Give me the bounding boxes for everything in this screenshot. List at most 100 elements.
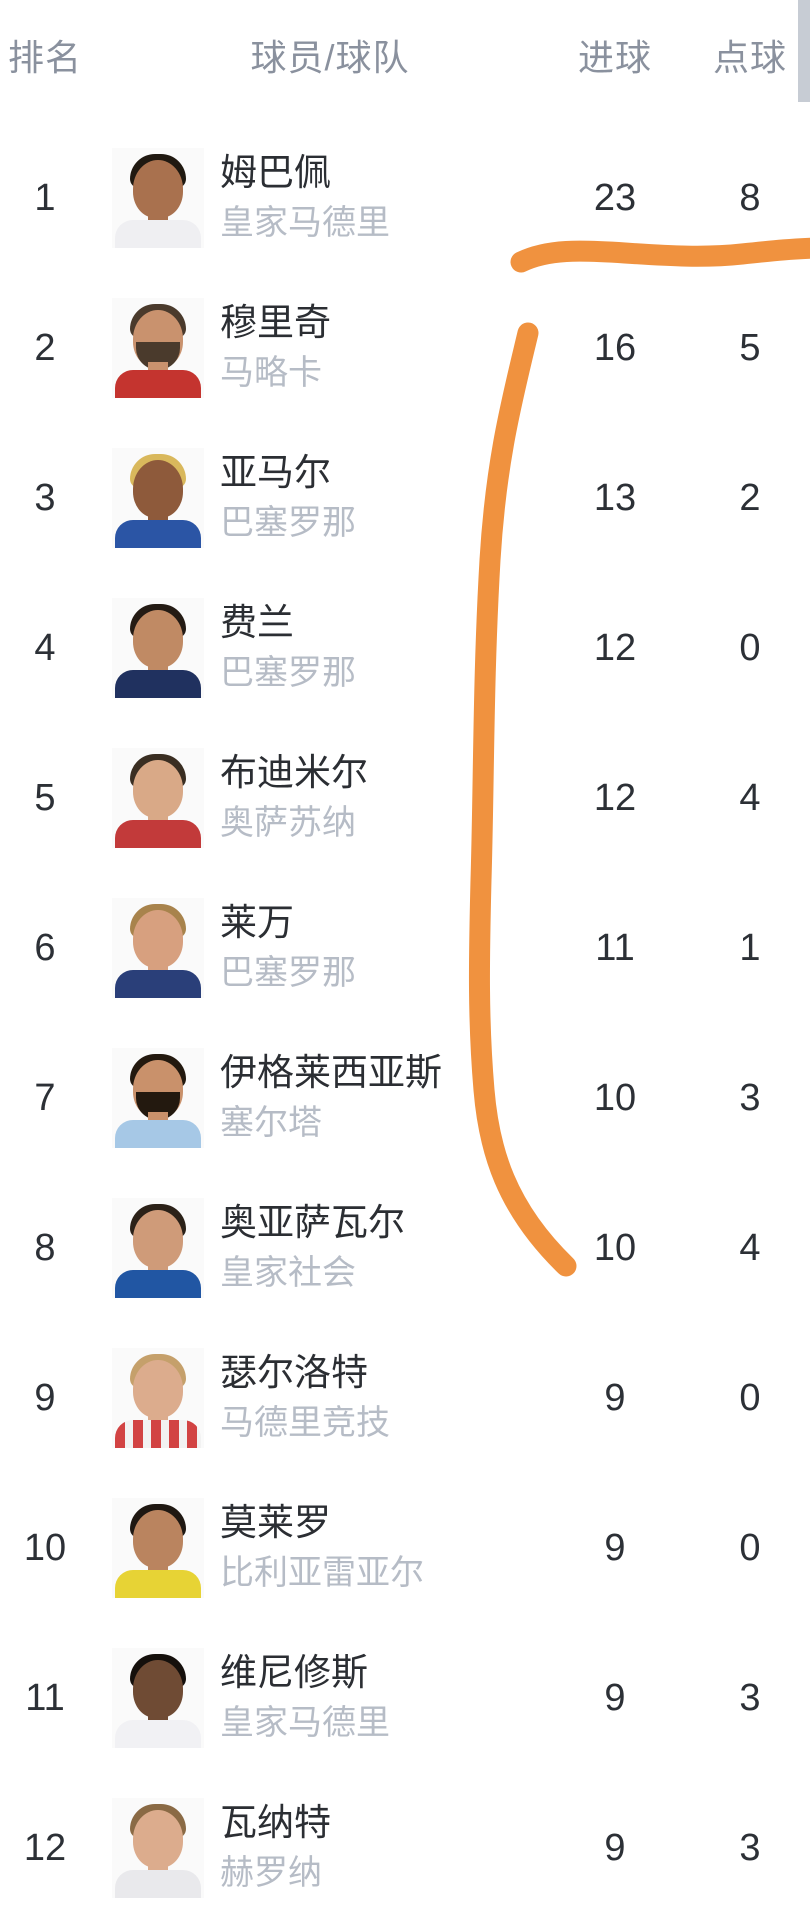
team-name: 塞尔塔 bbox=[220, 1104, 322, 1142]
avatar-shirt bbox=[115, 370, 201, 398]
avatar-shirt bbox=[115, 1120, 201, 1148]
rank-cell: 11 bbox=[25, 1676, 65, 1719]
avatar-face bbox=[133, 760, 183, 818]
avatar-face bbox=[133, 1210, 183, 1268]
player-avatar bbox=[112, 1048, 204, 1148]
team-name: 巴塞罗那 bbox=[220, 504, 356, 542]
player-avatar bbox=[112, 448, 204, 548]
goals-value: 9 bbox=[604, 1826, 626, 1869]
goals-value: 23 bbox=[593, 176, 637, 219]
penalties-value: 8 bbox=[739, 176, 761, 219]
avatar-shirt bbox=[115, 970, 201, 998]
penalties-value: 4 bbox=[739, 776, 761, 819]
rank-cell: 10 bbox=[23, 1526, 67, 1569]
goals-value: 16 bbox=[593, 326, 637, 369]
goals-value: 12 bbox=[593, 776, 637, 819]
avatar-face bbox=[133, 1510, 183, 1568]
player-name: 布迪米尔 bbox=[220, 752, 368, 793]
rank-cell: 6 bbox=[34, 926, 56, 969]
header-player: 球员/球队 bbox=[250, 36, 410, 78]
avatar-shirt bbox=[115, 1720, 201, 1748]
goals-value: 9 bbox=[604, 1526, 626, 1569]
avatar-shirt bbox=[115, 1570, 201, 1598]
penalties-value: 0 bbox=[739, 1376, 761, 1419]
penalties-value: 4 bbox=[739, 1226, 761, 1269]
table-row[interactable]: 3 亚马尔 巴塞罗那 13 2 bbox=[0, 423, 810, 573]
table-row[interactable]: 12 瓦纳特 赫罗纳 9 3 bbox=[0, 1773, 810, 1923]
team-name: 皇家社会 bbox=[220, 1254, 356, 1292]
rank-cell: 5 bbox=[34, 776, 56, 819]
table-row[interactable]: 4 费兰 巴塞罗那 12 0 bbox=[0, 573, 810, 723]
rank-cell: 1 bbox=[34, 176, 56, 219]
rank-cell: 4 bbox=[34, 626, 56, 669]
avatar-face bbox=[133, 910, 183, 968]
table-row[interactable]: 7 伊格莱西亚斯 塞尔塔 10 3 bbox=[0, 1023, 810, 1173]
rank-cell: 3 bbox=[34, 476, 56, 519]
goals-value: 9 bbox=[604, 1676, 626, 1719]
penalties-value: 5 bbox=[739, 326, 761, 369]
avatar-shirt bbox=[115, 1870, 201, 1898]
player-name: 姆巴佩 bbox=[220, 152, 331, 193]
player-name: 莫莱罗 bbox=[220, 1502, 331, 1543]
avatar-face bbox=[133, 610, 183, 668]
player-avatar bbox=[112, 298, 204, 398]
player-avatar bbox=[112, 1648, 204, 1748]
team-name: 赫罗纳 bbox=[220, 1854, 322, 1892]
penalties-value: 0 bbox=[739, 626, 761, 669]
table-row[interactable]: 1 姆巴佩 皇家马德里 23 8 bbox=[0, 123, 810, 273]
avatar-face bbox=[133, 460, 183, 518]
avatar-shirt bbox=[115, 820, 201, 848]
avatar-shirt bbox=[115, 220, 201, 248]
avatar-shirt bbox=[115, 520, 201, 548]
rank-cell: 2 bbox=[34, 326, 56, 369]
table-row[interactable]: 5 布迪米尔 奥萨苏纳 12 4 bbox=[0, 723, 810, 873]
player-name: 亚马尔 bbox=[220, 452, 331, 493]
goals-value: 12 bbox=[593, 626, 637, 669]
penalties-value: 3 bbox=[739, 1676, 761, 1719]
rank-cell: 9 bbox=[34, 1376, 56, 1419]
goals-value: 10 bbox=[593, 1226, 637, 1269]
table-header: 排名 球员/球队 进球 点球 bbox=[0, 0, 810, 123]
table-row[interactable]: 2 穆里奇 马略卡 16 5 bbox=[0, 273, 810, 423]
player-avatar bbox=[112, 1798, 204, 1898]
table-row[interactable]: 8 奥亚萨瓦尔 皇家社会 10 4 bbox=[0, 1173, 810, 1323]
avatar-face bbox=[133, 1660, 183, 1718]
player-avatar bbox=[112, 1348, 204, 1448]
team-name: 皇家马德里 bbox=[220, 1704, 390, 1742]
header-goals: 进球 bbox=[577, 36, 652, 78]
header-penalties: 点球 bbox=[712, 36, 787, 78]
table-row[interactable]: 6 莱万 巴塞罗那 11 1 bbox=[0, 873, 810, 1023]
team-name: 比利亚雷亚尔 bbox=[220, 1554, 424, 1592]
player-avatar bbox=[112, 1198, 204, 1298]
penalties-value: 0 bbox=[739, 1526, 761, 1569]
player-avatar bbox=[112, 1498, 204, 1598]
avatar-face bbox=[133, 1360, 183, 1418]
goals-value: 13 bbox=[593, 476, 637, 519]
goals-value: 9 bbox=[604, 1376, 626, 1419]
table-row[interactable]: 10 莫莱罗 比利亚雷亚尔 9 0 bbox=[0, 1473, 810, 1623]
avatar-face bbox=[133, 1810, 183, 1868]
team-name: 巴塞罗那 bbox=[220, 954, 356, 992]
rank-cell: 8 bbox=[34, 1226, 56, 1269]
player-avatar bbox=[112, 598, 204, 698]
team-name: 奥萨苏纳 bbox=[220, 804, 356, 842]
player-name: 费兰 bbox=[220, 602, 294, 643]
avatar-shirt bbox=[115, 1420, 201, 1448]
scrollbar-thumb[interactable] bbox=[798, 0, 810, 102]
table-body: 1 姆巴佩 皇家马德里 23 8 2 bbox=[0, 123, 810, 1923]
avatar-face bbox=[133, 160, 183, 218]
player-name: 瓦纳特 bbox=[220, 1802, 331, 1843]
table-row[interactable]: 9 瑟尔洛特 马德里竞技 9 0 bbox=[0, 1323, 810, 1473]
player-name: 瑟尔洛特 bbox=[220, 1352, 368, 1393]
rank-cell: 7 bbox=[34, 1076, 56, 1119]
player-avatar bbox=[112, 748, 204, 848]
player-avatar bbox=[112, 148, 204, 248]
table-row[interactable]: 11 维尼修斯 皇家马德里 9 3 bbox=[0, 1623, 810, 1773]
avatar-shirt bbox=[115, 670, 201, 698]
goals-value: 11 bbox=[595, 926, 635, 969]
penalties-value: 2 bbox=[739, 476, 761, 519]
header-rank: 排名 bbox=[7, 36, 82, 78]
player-name: 伊格莱西亚斯 bbox=[220, 1052, 442, 1093]
player-name: 穆里奇 bbox=[220, 302, 331, 343]
goals-value: 10 bbox=[593, 1076, 637, 1119]
